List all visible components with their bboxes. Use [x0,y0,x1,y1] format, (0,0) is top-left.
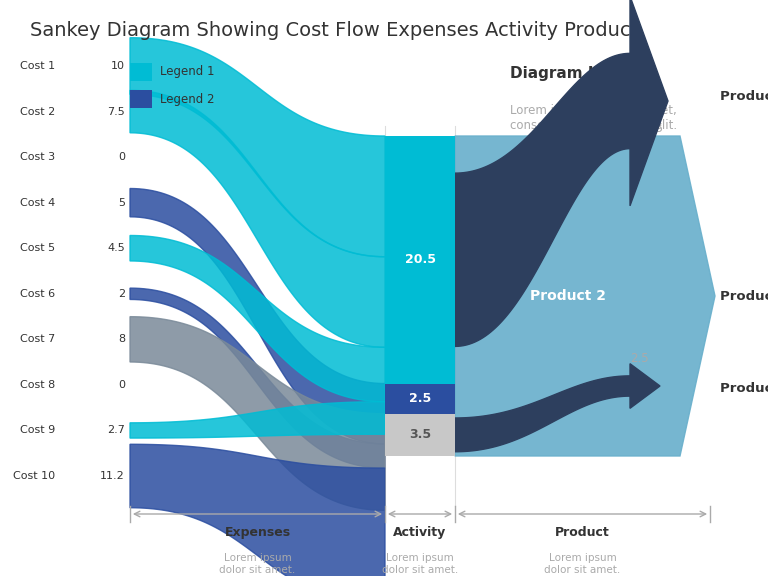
Text: 10.5: 10.5 [638,123,664,135]
Text: 2.7: 2.7 [107,426,125,435]
Text: 7.5: 7.5 [108,107,125,116]
Text: Lorem ipsum
dolor sit amet.: Lorem ipsum dolor sit amet. [382,553,458,575]
Text: Product 2: Product 2 [529,289,605,303]
Text: Cost 9: Cost 9 [20,426,55,435]
Text: Product: Product [555,526,610,539]
Bar [130,90,152,108]
Polygon shape [130,288,385,468]
Bar [130,63,152,81]
Polygon shape [130,401,385,438]
Text: 0: 0 [118,380,125,390]
Text: Lorem ipsum
dolor sit amet.: Lorem ipsum dolor sit amet. [220,553,296,575]
Polygon shape [455,0,668,346]
Text: 2: 2 [118,289,125,299]
Bar [385,414,455,456]
Text: 0: 0 [118,152,125,162]
Text: Lorem ipsum dolor sit amet,
consectetuer adipiscing elit.: Lorem ipsum dolor sit amet, consectetuer… [510,104,677,132]
Text: Product 1: Product 1 [720,90,768,104]
Text: 3.5: 3.5 [409,429,431,441]
Text: Lorem ipsum
dolor sit amet.: Lorem ipsum dolor sit amet. [545,553,621,575]
Text: Cost 4: Cost 4 [20,198,55,208]
Polygon shape [130,317,385,510]
Text: Cost 3: Cost 3 [20,152,55,162]
Text: Cost 2: Cost 2 [20,107,55,116]
Text: Legend 1: Legend 1 [160,66,214,78]
Text: Activity: Activity [393,526,447,539]
Text: 5: 5 [118,198,125,208]
Text: 20.5: 20.5 [405,253,435,266]
Text: 10: 10 [111,61,125,71]
Polygon shape [455,136,715,456]
Text: 2.5: 2.5 [630,353,649,366]
Text: Cost 10: Cost 10 [13,471,55,481]
Text: Sankey Diagram Showing Cost Flow Expenses Activity Product: Sankey Diagram Showing Cost Flow Expense… [30,21,638,40]
Polygon shape [130,236,385,401]
Text: Diagram Info: Diagram Info [510,66,621,81]
Polygon shape [130,90,385,347]
Text: Cost 5: Cost 5 [20,243,55,253]
Text: Cost 6: Cost 6 [20,289,55,299]
Polygon shape [455,363,660,452]
Text: 4.5: 4.5 [108,243,125,253]
Text: Expenses: Expenses [224,526,290,539]
Bar [385,136,455,384]
Text: 8: 8 [118,334,125,344]
Text: 11.2: 11.2 [101,471,125,481]
Polygon shape [130,444,385,576]
Text: Legend 2: Legend 2 [160,93,214,105]
Text: 2.5: 2.5 [409,392,431,405]
Text: Product 2: Product 2 [720,290,768,302]
Text: Product 2: Product 2 [720,381,768,395]
Text: Cost 1: Cost 1 [20,61,55,71]
Text: Cost 8: Cost 8 [20,380,55,390]
Bar [385,384,455,414]
Polygon shape [130,37,385,257]
Text: Cost 7: Cost 7 [20,334,55,344]
Polygon shape [130,188,385,444]
